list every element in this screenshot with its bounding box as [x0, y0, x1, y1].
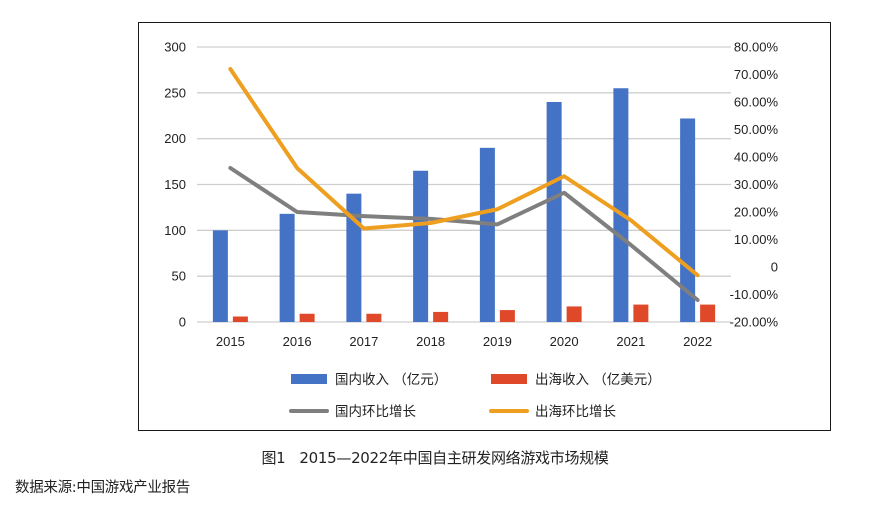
x-axis-tick-label: 2019: [483, 334, 512, 349]
bar-domestic-revenue: [212, 230, 228, 322]
bar-overseas-revenue: [433, 311, 449, 322]
bar-domestic-revenue: [279, 213, 295, 322]
line-domestic-growth: [228, 166, 700, 302]
left-axis-tick-label: 50: [172, 269, 186, 284]
x-axis-tick-label: 2021: [616, 334, 645, 349]
lines: [228, 67, 700, 302]
bar-overseas-revenue: [633, 304, 649, 322]
left-axis-tick-label: 200: [164, 131, 186, 146]
bar-domestic-revenue: [413, 170, 429, 322]
right-axis-tick-label: 10.00%: [734, 232, 779, 247]
x-axis-tick-label: 2018: [416, 334, 445, 349]
right-axis-ticks: -20.00% -10.00% 0 10.00% 20.00% 30.00% 40.00% 5…: [730, 40, 779, 330]
left-axis-ticks: 0 50 100 150 200 250 300: [164, 40, 186, 330]
bar-domestic-revenue: [479, 147, 495, 322]
chart-canvas: 0 50 100 150 200 250 300 -20.00% -10.00% 0 10.00%…: [164, 40, 779, 421]
right-axis-tick-label: -10.00%: [730, 287, 779, 302]
figure-label: 图1: [261, 449, 286, 467]
right-axis-tick-label: 40.00%: [734, 150, 779, 165]
right-axis-tick-label: 70.00%: [734, 67, 779, 82]
left-axis-tick-label: 100: [164, 223, 186, 238]
left-axis-tick-label: 300: [164, 40, 186, 55]
right-axis-tick-label: 0: [771, 260, 778, 275]
x-axis-tick-label: 2022: [683, 334, 712, 349]
right-axis-tick-label: 30.00%: [734, 177, 779, 192]
bars: [212, 88, 716, 322]
data-source-note: 数据来源:中国游戏产业报告: [15, 480, 190, 496]
x-axis-tick-label: 2017: [349, 334, 378, 349]
bar-domestic-revenue: [613, 88, 629, 322]
left-axis-tick-label: 250: [164, 85, 186, 100]
bar-domestic-revenue: [546, 102, 562, 322]
legend-label-domestic-growth: 国内环比增长: [335, 404, 416, 420]
legend: 国内收入 （亿元） 出海收入 （亿美元） 国内环比增长 出海环比增长: [289, 372, 661, 420]
left-axis-tick-label: 0: [179, 315, 186, 330]
line-overseas-growth: [228, 67, 700, 278]
bar-overseas-revenue: [366, 313, 382, 322]
right-axis-tick-label: 60.00%: [734, 95, 779, 110]
legend-label-overseas-revenue: 出海收入 （亿美元）: [535, 372, 661, 388]
right-axis-tick-label: 80.00%: [734, 40, 779, 55]
figure-title: 2015—2022年中国自主研发网络游戏市场规模: [299, 449, 609, 467]
right-axis-tick-label: 50.00%: [734, 122, 779, 137]
bar-overseas-revenue: [299, 313, 315, 322]
gridlines: [197, 46, 731, 323]
chart-frame: 0 50 100 150 200 250 300 -20.00% -10.00% 0 10.00%…: [138, 22, 831, 431]
right-axis-tick-label: -20.00%: [730, 315, 779, 330]
figure-caption: 图1 2015—2022年中国自主研发网络游戏市场规模: [0, 447, 870, 468]
bar-overseas-revenue: [700, 304, 716, 322]
bar-overseas-revenue: [232, 316, 248, 322]
x-axis-tick-label: 2020: [550, 334, 579, 349]
bar-overseas-revenue: [499, 310, 515, 322]
x-axis-tick-label: 2015: [216, 334, 245, 349]
bar-domestic-revenue: [346, 193, 362, 322]
bar-overseas-revenue: [566, 306, 582, 322]
legend-label-domestic-revenue: 国内收入 （亿元）: [335, 372, 447, 388]
x-axis-tick-label: 2016: [283, 334, 312, 349]
left-axis-tick-label: 150: [164, 177, 186, 192]
legend-swatch-domestic-revenue: [291, 374, 327, 384]
x-axis-ticks: 2015 2016 2017 2018 2019 2020 2021 2022: [216, 334, 712, 349]
legend-label-overseas-growth: 出海环比增长: [535, 404, 616, 420]
right-axis-tick-label: 20.00%: [734, 205, 779, 220]
legend-swatch-overseas-revenue: [491, 374, 527, 384]
